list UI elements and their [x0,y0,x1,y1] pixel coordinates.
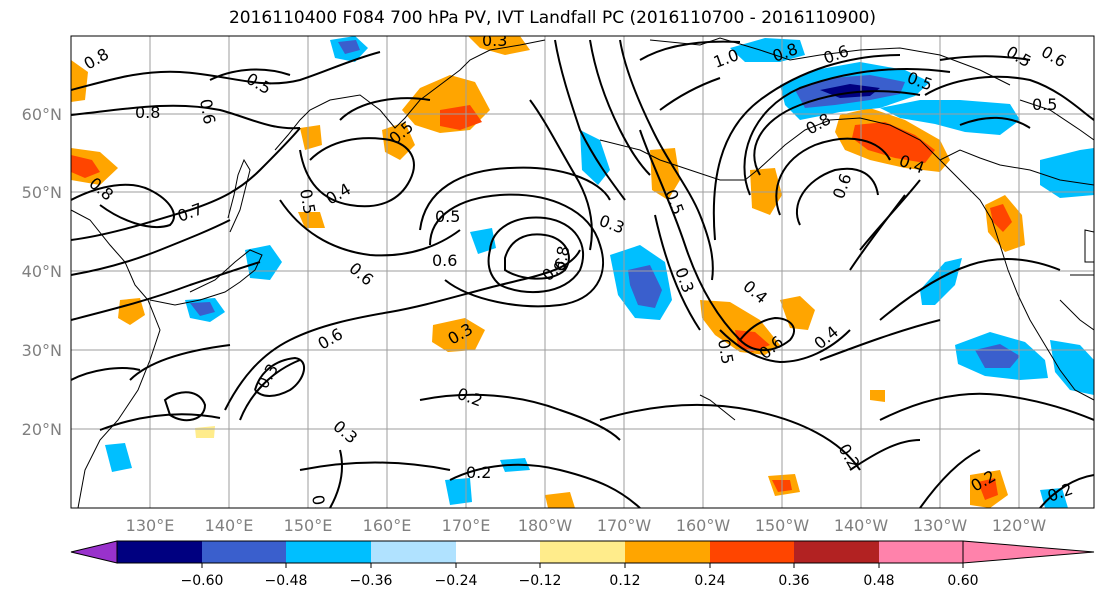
plot-frame [70,35,1095,509]
contour-label: 0.3 [329,417,361,448]
lon-label: 130°E [126,516,175,535]
lon-label: 120°W [992,516,1047,535]
contour-label: 0.5 [1032,95,1057,114]
contour-label: 0.6 [829,171,856,201]
graticule [71,36,1094,508]
contour-label: 0.4 [739,277,771,308]
contour-label: 0.5 [1003,42,1035,71]
lon-label: 160°E [363,516,412,535]
contour-label: 0.8 [135,103,160,122]
contour-label: 0.5 [435,207,460,226]
contour-label: 0.4 [810,322,842,353]
lon-label: 130°W [913,516,968,535]
colorbar-tick-label: −0.24 [435,573,478,589]
colorbar-tick-label: 0.36 [778,573,809,589]
contour-label: 0.3 [253,360,282,392]
colorbar-segment [286,541,371,563]
map-title: 2016110400 F084 700 hPa PV, IVT Landfall… [228,8,876,28]
colorbar-segment [371,541,456,563]
coastlines [71,37,1094,508]
contour-label: 0.5 [296,187,319,215]
colorbar-extend-low [70,540,118,564]
lon-label: 170°W [597,516,652,535]
contour-label: 0.5 [714,337,737,365]
colorbar-segment [710,541,794,563]
pc-shading [71,36,1094,508]
pv-contours [71,39,1094,508]
lon-label: 160°W [676,516,731,535]
contour-label: 0.3 [482,31,507,50]
colorbar-segment [456,541,540,563]
contour-label: 0.6 [1038,42,1070,71]
lat-label: 40°N [22,262,62,281]
longitude-labels: 130°E 140°E 150°E 160°E 170°E 180°W 170°… [126,516,1047,535]
colorbar-segment [625,541,710,563]
contour-label: 0.5 [243,69,275,98]
colorbar-tick-label: −0.60 [181,573,224,589]
colorbar-tick-label: −0.36 [350,573,393,589]
lon-label: 140°W [834,516,889,535]
colorbar-extend-high [962,540,1095,564]
contour-label: 0.2 [466,463,491,482]
lon-label: 150°W [755,516,810,535]
lat-label: 30°N [22,341,62,360]
lon-label: 150°E [284,516,333,535]
colorbar: −0.60 −0.48 −0.36 −0.24 −0.12 0.12 0.24 … [70,540,1095,589]
contour-label: 0.6 [821,41,851,68]
lat-label: 20°N [22,420,62,439]
colorbar-tick-label: 0.48 [863,573,894,589]
contour-label: 0.2 [308,493,331,521]
contour-label: 0.3 [597,211,627,238]
colorbar-tick-label: 0.12 [609,573,640,589]
colorbar-tick-label: 0.24 [694,573,725,589]
lon-label: 140°E [205,516,254,535]
lon-label: 170°E [442,516,491,535]
contour-label: 0.8 [81,44,113,73]
lat-label: 60°N [22,105,62,124]
colorbar-segment [117,541,202,563]
colorbar-segment [202,541,286,563]
colorbar-segment [879,541,963,563]
contour-label: 0.8 [550,244,573,272]
contour-label: 0.7 [175,199,205,226]
colorbar-segment [540,541,625,563]
contour-label: 0.6 [345,259,377,290]
lon-label: 180°W [518,516,573,535]
lat-label: 50°N [22,183,62,202]
colorbar-tick-label: −0.48 [265,573,308,589]
contour-label: 0.5 [661,187,688,217]
colorbar-segment [794,541,879,563]
colorbar-tick-label: −0.12 [519,573,562,589]
latitude-labels: 60°N 50°N 40°N 30°N 20°N [22,105,62,439]
contour-label: 0.2 [455,384,485,411]
colorbar-tick-label: 0.60 [947,573,978,589]
contour-label: 0.6 [432,251,457,270]
contour-label: 0.6 [196,97,219,125]
